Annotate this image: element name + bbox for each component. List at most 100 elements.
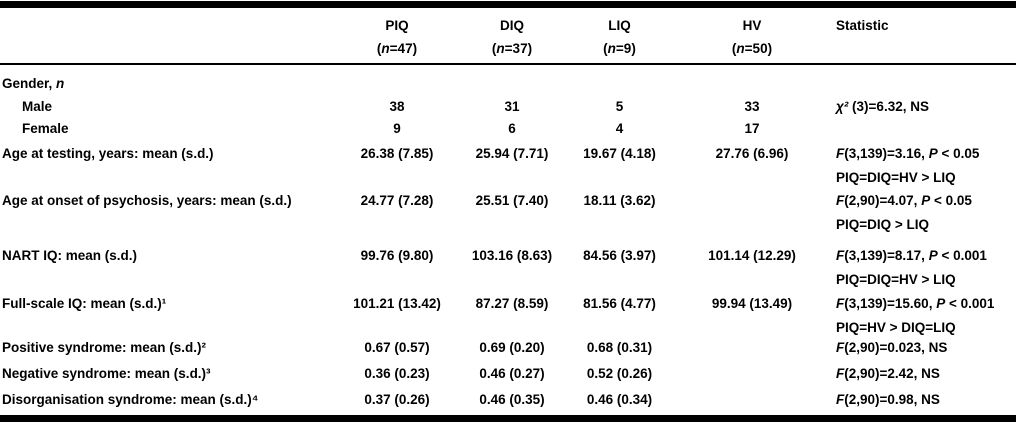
cell-liq: 81.56 (4.77) xyxy=(583,296,656,311)
row-label: Male xyxy=(22,99,53,114)
cell-statistic: F(2,90)=0.023, NS xyxy=(827,339,1016,365)
table-row: NART IQ: mean (s.d.) 99.76 (9.80) 103.16 (… xyxy=(0,247,1016,295)
column-header-variable xyxy=(0,8,332,65)
column-header-liq: LIQ (n=9) xyxy=(562,8,677,65)
table-row: Male 38 31 5 33 χ² (3)=6.32, NS xyxy=(0,98,1016,120)
cell-liq: 5 xyxy=(615,99,624,114)
column-header-piq: PIQ (n=47) xyxy=(332,8,462,65)
cell-hv xyxy=(677,365,827,391)
cell-piq: 38 xyxy=(389,99,405,114)
cell-hv: 33 xyxy=(744,99,760,114)
cell-hv: 17 xyxy=(744,121,760,136)
table-row: Positive syndrome: mean (s.d.)² 0.67 (0.5… xyxy=(0,339,1016,365)
cell-liq: 84.56 (3.97) xyxy=(583,248,656,263)
column-sample-size: (n=37) xyxy=(491,41,533,56)
row-label: Female xyxy=(22,121,69,136)
statistic-line: χ² (3)=6.32, NS xyxy=(836,99,929,114)
header-row: PIQ (n=47) DIQ (n=37) LIQ (n=9) HV (n=50) Statis… xyxy=(0,8,1016,65)
cell-diq: 31 xyxy=(504,99,520,114)
cell-piq: 101.21 (13.42) xyxy=(353,296,441,311)
cell-hv: 27.76 (6.96) xyxy=(715,146,789,161)
cell-liq: 18.11 (3.62) xyxy=(583,193,656,208)
statistic-line: F(2,90)=4.07, P < 0.05 xyxy=(836,193,972,208)
cell-liq: 19.67 (4.18) xyxy=(583,146,656,161)
cell-piq: 26.38 (7.85) xyxy=(360,146,434,161)
cell-hv xyxy=(677,64,827,98)
cell-piq: 0.37 (0.26) xyxy=(364,392,430,407)
cell-diq: 0.46 (0.35) xyxy=(479,392,545,407)
cell-statistic xyxy=(827,64,1016,98)
cell-piq: 0.67 (0.57) xyxy=(364,340,430,355)
cell-hv xyxy=(677,339,827,365)
table-top-rule xyxy=(0,1,1016,8)
row-label: Age at onset of psychosis, years: mean (… xyxy=(2,193,292,208)
cell-diq: 6 xyxy=(508,121,516,136)
cell-statistic: F(3,139)=3.16, P < 0.05 PIQ=DIQ=HV > LIQ xyxy=(827,145,1016,192)
table-bottom-rule xyxy=(0,415,1016,422)
column-name: HV xyxy=(742,18,762,33)
column-name: PIQ xyxy=(385,18,409,33)
cell-liq: 0.68 (0.31) xyxy=(586,340,653,355)
statistic-line: F(2,90)=0.98, NS xyxy=(836,392,940,407)
cell-diq: 25.51 (7.40) xyxy=(475,193,549,208)
cell-hv: 101.14 (12.29) xyxy=(708,248,796,263)
cell-statistic: F(3,139)=8.17, P < 0.001 PIQ=DIQ=HV > LIQ xyxy=(827,247,1016,295)
cell-statistic: F(2,90)=2.42, NS xyxy=(827,365,1016,391)
column-name: LIQ xyxy=(608,18,631,33)
cell-statistic: F(2,90)=4.07, P < 0.05 PIQ=DIQ > LIQ xyxy=(827,192,1016,247)
row-label: Disorganisation syndrome: mean (s.d.)⁴ xyxy=(2,392,259,407)
cell-hv: 99.94 (13.49) xyxy=(711,296,793,311)
cell-diq: 103.16 (8.63) xyxy=(471,248,553,263)
table-header: PIQ (n=47) DIQ (n=37) LIQ (n=9) HV (n=50) Statis… xyxy=(0,8,1016,65)
table-row: Gender, n xyxy=(0,64,1016,98)
column-name: DIQ xyxy=(499,18,524,33)
cell-liq: 0.46 (0.34) xyxy=(586,392,653,407)
column-sample-size: (n=50) xyxy=(731,41,773,56)
cell-diq: 87.27 (8.59) xyxy=(475,296,549,311)
cell-piq: 9 xyxy=(393,121,401,136)
cell-liq: 4 xyxy=(615,121,624,136)
statistic-line: F(3,139)=8.17, P < 0.001 xyxy=(836,248,987,263)
statistic-line: F(2,90)=0.023, NS xyxy=(836,340,948,355)
cell-hv xyxy=(677,391,827,415)
group-comparison-table: PIQ (n=47) DIQ (n=37) LIQ (n=9) HV (n=50) Statis… xyxy=(0,8,1016,415)
row-label: Full-scale IQ: mean (s.d.)¹ xyxy=(2,296,167,311)
row-label: NART IQ: mean (s.d.) xyxy=(2,248,138,263)
column-sample-size: (n=9) xyxy=(603,41,636,56)
statistic-line: F(2,90)=2.42, NS xyxy=(836,366,940,381)
cell-statistic: χ² (3)=6.32, NS xyxy=(827,98,1016,120)
column-name: Statistic xyxy=(836,18,889,33)
table-row: Female 9 6 4 17 xyxy=(0,120,1016,145)
table-row: Age at onset of psychosis, years: mean (… xyxy=(0,192,1016,247)
cell-liq: 0.52 (0.26) xyxy=(586,366,653,381)
cell-piq: 24.77 (7.28) xyxy=(360,193,434,208)
statistic-line: PIQ=DIQ=HV > LIQ xyxy=(836,170,956,185)
table-row: Age at testing, years: mean (s.d.) 26.38 … xyxy=(0,145,1016,192)
cell-piq: 0.36 (0.23) xyxy=(364,366,430,381)
cell-diq: 0.69 (0.20) xyxy=(479,340,545,355)
cell-diq: 25.94 (7.71) xyxy=(475,146,549,161)
row-label: Positive syndrome: mean (s.d.)² xyxy=(2,340,207,355)
cell-diq: 0.46 (0.27) xyxy=(479,366,545,381)
cell-hv xyxy=(677,192,827,247)
statistic-line: F(3,139)=15.60, P < 0.001 xyxy=(836,296,995,311)
row-label: Negative syndrome: mean (s.d.)³ xyxy=(2,366,211,381)
column-header-hv: HV (n=50) xyxy=(677,8,827,65)
column-header-statistic: Statistic xyxy=(827,8,1016,65)
cell-piq: 99.76 (9.80) xyxy=(360,248,434,263)
statistic-line: F(3,139)=3.16, P < 0.05 xyxy=(836,146,980,161)
statistic-line: PIQ=DIQ > LIQ xyxy=(836,217,930,232)
statistic-line: PIQ=HV > DIQ=LIQ xyxy=(836,320,956,335)
column-sample-size: (n=47) xyxy=(376,41,418,56)
table-body: Gender, n Male 38 31 5 33 χ² (3)=6.32, NS Femal… xyxy=(0,64,1016,415)
cell-piq xyxy=(332,64,462,98)
table-row: Disorganisation syndrome: mean (s.d.)⁴ 0.… xyxy=(0,391,1016,415)
table-row: Negative syndrome: mean (s.d.)³ 0.36 (0.2… xyxy=(0,365,1016,391)
table-row: Full-scale IQ: mean (s.d.)¹ 101.21 (13.42… xyxy=(0,295,1016,339)
cell-diq xyxy=(462,64,562,98)
row-label: Age at testing, years: mean (s.d.) xyxy=(2,146,214,161)
cell-statistic: F(3,139)=15.60, P < 0.001 PIQ=HV > DIQ=LI… xyxy=(827,295,1016,339)
statistic-line: PIQ=DIQ=HV > LIQ xyxy=(836,272,956,287)
cell-liq xyxy=(562,64,677,98)
